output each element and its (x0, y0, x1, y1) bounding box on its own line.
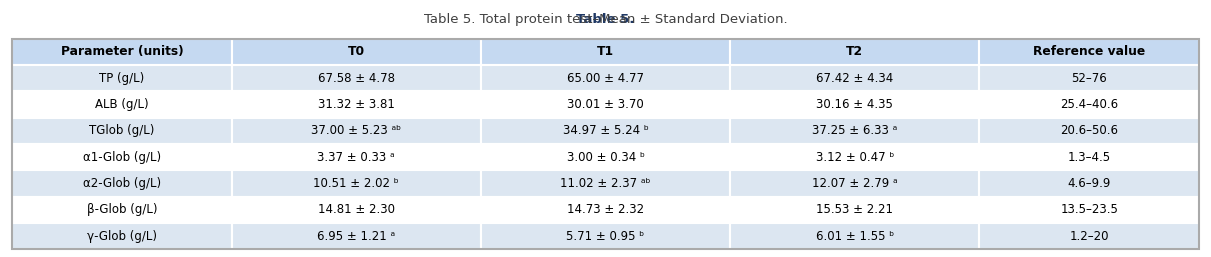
Bar (481, 91, 730, 118)
Bar (730, 223, 980, 249)
Text: Reference value: Reference value (1033, 45, 1146, 58)
Bar (980, 197, 1199, 223)
Text: T1: T1 (597, 45, 614, 58)
Text: 25.4–40.6: 25.4–40.6 (1060, 98, 1118, 111)
Bar (730, 144, 980, 170)
Bar (12, 91, 231, 118)
Text: 1.2–20: 1.2–20 (1069, 230, 1109, 243)
Text: Table 5.: Table 5. (576, 13, 635, 26)
Text: 52–76: 52–76 (1072, 71, 1107, 85)
Text: 30.01 ± 3.70: 30.01 ± 3.70 (567, 98, 644, 111)
Bar (980, 144, 1199, 170)
Text: β-Glob (g/L): β-Glob (g/L) (87, 203, 157, 216)
Text: 34.97 ± 5.24 ᵇ: 34.97 ± 5.24 ᵇ (563, 124, 648, 137)
Text: TP (g/L): TP (g/L) (99, 71, 144, 85)
Text: α1-Glob (g/L): α1-Glob (g/L) (82, 151, 161, 164)
Text: TGlob (g/L): TGlob (g/L) (90, 124, 155, 137)
Text: 37.00 ± 5.23 ᵃᵇ: 37.00 ± 5.23 ᵃᵇ (311, 124, 401, 137)
Bar (12, 118, 231, 144)
Bar (980, 39, 1199, 65)
Bar (231, 39, 481, 65)
Bar (730, 65, 980, 91)
Bar (231, 65, 481, 91)
Text: 3.37 ± 0.33 ᵃ: 3.37 ± 0.33 ᵃ (317, 151, 395, 164)
Bar (12, 65, 231, 91)
Text: ALB (g/L): ALB (g/L) (96, 98, 149, 111)
Text: Table 5. Total protein test–Mean ± Standard Deviation.: Table 5. Total protein test–Mean ± Stand… (424, 13, 787, 26)
Bar (730, 197, 980, 223)
Text: 67.58 ± 4.78: 67.58 ± 4.78 (317, 71, 395, 85)
Text: T2: T2 (846, 45, 863, 58)
Text: 14.81 ± 2.30: 14.81 ± 2.30 (317, 203, 395, 216)
Bar (12, 170, 231, 197)
Bar (980, 65, 1199, 91)
Text: α2-Glob (g/L): α2-Glob (g/L) (82, 177, 161, 190)
Bar (481, 118, 730, 144)
Text: 1.3–4.5: 1.3–4.5 (1068, 151, 1110, 164)
Text: 65.00 ± 4.77: 65.00 ± 4.77 (567, 71, 644, 85)
Text: T0: T0 (348, 45, 365, 58)
Bar (980, 223, 1199, 249)
Text: 30.16 ± 4.35: 30.16 ± 4.35 (816, 98, 894, 111)
Bar (481, 197, 730, 223)
Text: 11.02 ± 2.37 ᵃᵇ: 11.02 ± 2.37 ᵃᵇ (561, 177, 650, 190)
Bar (231, 197, 481, 223)
Bar (231, 170, 481, 197)
Bar (730, 39, 980, 65)
Bar (730, 118, 980, 144)
Bar (12, 223, 231, 249)
Bar (12, 39, 231, 65)
Bar (730, 170, 980, 197)
Text: 6.95 ± 1.21 ᵃ: 6.95 ± 1.21 ᵃ (317, 230, 395, 243)
Text: 67.42 ± 4.34: 67.42 ± 4.34 (816, 71, 894, 85)
Bar (980, 91, 1199, 118)
Text: 4.6–9.9: 4.6–9.9 (1067, 177, 1110, 190)
Bar (730, 91, 980, 118)
Bar (12, 197, 231, 223)
Bar (231, 223, 481, 249)
Bar (12, 144, 231, 170)
Text: Parameter (units): Parameter (units) (61, 45, 183, 58)
Text: 6.01 ± 1.55 ᵇ: 6.01 ± 1.55 ᵇ (815, 230, 894, 243)
Bar (980, 118, 1199, 144)
Bar (231, 118, 481, 144)
Bar (481, 65, 730, 91)
Bar (481, 223, 730, 249)
Bar (231, 144, 481, 170)
Text: 3.00 ± 0.34 ᵇ: 3.00 ± 0.34 ᵇ (567, 151, 644, 164)
Text: 15.53 ± 2.21: 15.53 ± 2.21 (816, 203, 894, 216)
Text: 10.51 ± 2.02 ᵇ: 10.51 ± 2.02 ᵇ (314, 177, 400, 190)
Bar (481, 144, 730, 170)
Bar (980, 170, 1199, 197)
Text: 14.73 ± 2.32: 14.73 ± 2.32 (567, 203, 644, 216)
Text: 37.25 ± 6.33 ᵃ: 37.25 ± 6.33 ᵃ (813, 124, 897, 137)
Text: 3.12 ± 0.47 ᵇ: 3.12 ± 0.47 ᵇ (815, 151, 894, 164)
Text: 5.71 ± 0.95 ᵇ: 5.71 ± 0.95 ᵇ (567, 230, 644, 243)
Text: γ-Glob (g/L): γ-Glob (g/L) (87, 230, 157, 243)
Bar (481, 39, 730, 65)
Text: 12.07 ± 2.79 ᵃ: 12.07 ± 2.79 ᵃ (811, 177, 897, 190)
Text: 13.5–23.5: 13.5–23.5 (1060, 203, 1118, 216)
Text: 20.6–50.6: 20.6–50.6 (1060, 124, 1118, 137)
Bar (231, 91, 481, 118)
Bar (481, 170, 730, 197)
Text: 31.32 ± 3.81: 31.32 ± 3.81 (317, 98, 395, 111)
